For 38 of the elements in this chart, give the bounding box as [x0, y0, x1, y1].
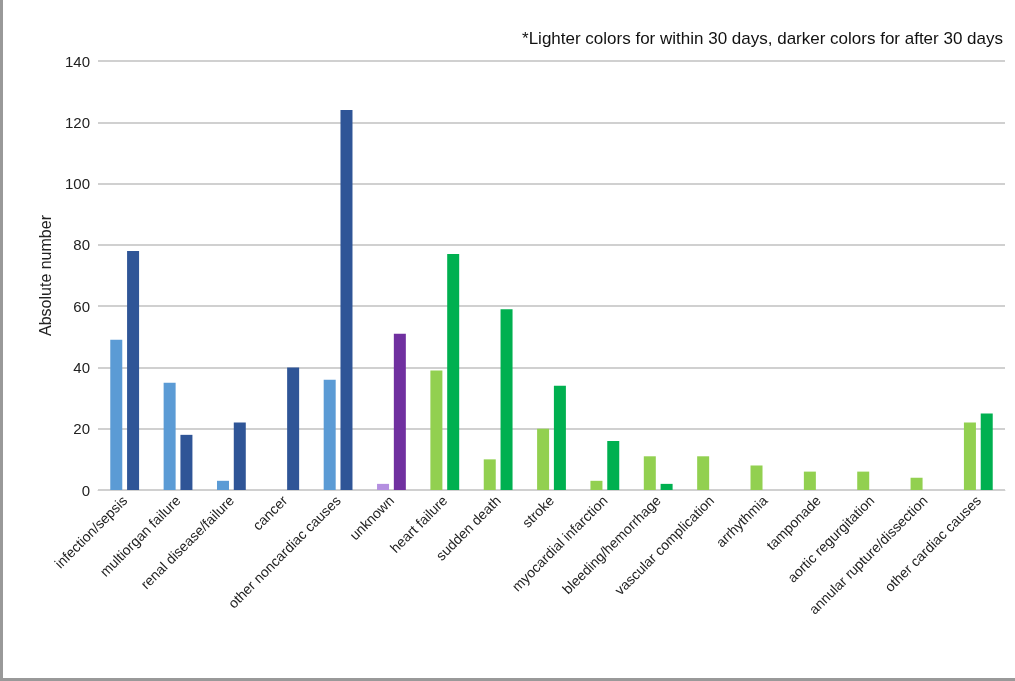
- bar: [607, 440, 620, 490]
- y-tick-label: 60: [73, 297, 90, 315]
- bar: [803, 471, 816, 490]
- bar: [857, 471, 870, 490]
- y-tick-label: 0: [81, 481, 90, 499]
- bar: [660, 483, 673, 490]
- y-tick-label: 120: [64, 113, 90, 131]
- bar: [500, 309, 513, 490]
- bar: [430, 370, 443, 490]
- bar: [483, 459, 496, 490]
- bar: [750, 465, 763, 490]
- y-tick-label: 140: [64, 52, 90, 70]
- bar: [323, 379, 336, 490]
- bar: [377, 483, 390, 490]
- bar: [590, 480, 603, 490]
- bar: [447, 254, 460, 490]
- y-tick-label: 80: [73, 236, 90, 254]
- bar: [163, 382, 176, 490]
- y-tick-label: 20: [73, 420, 90, 438]
- bar: [553, 385, 566, 490]
- y-tick-label: 40: [73, 358, 90, 376]
- text: *Lighter colors for within 30 days, darker colors for after 30 days: [522, 29, 1004, 48]
- bar: [537, 428, 550, 490]
- bar: [233, 422, 246, 490]
- y-axis-title: Absolute number: [36, 214, 54, 336]
- bar: [910, 477, 923, 490]
- bar: [340, 110, 353, 490]
- bar: [110, 339, 123, 490]
- bar: [393, 333, 406, 490]
- bar: [697, 456, 710, 490]
- bar: [963, 422, 976, 490]
- y-tick-label: 100: [64, 175, 90, 193]
- bar: [287, 367, 300, 490]
- bar: [180, 434, 193, 490]
- bar: [643, 456, 656, 490]
- bar: [216, 480, 229, 490]
- bar: [127, 250, 140, 490]
- bar: [980, 413, 993, 490]
